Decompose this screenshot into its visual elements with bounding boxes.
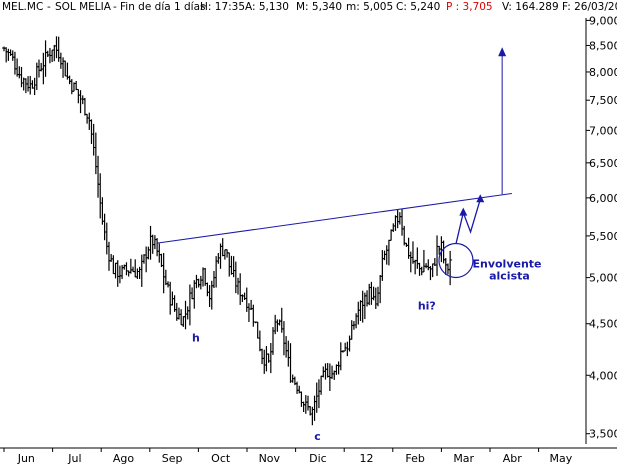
header-low: m: 5,005 bbox=[346, 1, 393, 13]
x-tick-label: Abr bbox=[503, 452, 523, 465]
zigzag-arrow-path bbox=[455, 199, 481, 245]
header-separator: - bbox=[113, 1, 117, 13]
annotation-label: c bbox=[314, 430, 321, 443]
x-tick-label: Jun bbox=[17, 452, 35, 465]
x-tick-label: Dic bbox=[309, 452, 327, 465]
engulfing-circle bbox=[438, 242, 474, 279]
x-tick-label: Nov bbox=[259, 452, 281, 465]
y-axis: 3,500 4,000 4,500 5,000 5,500 6,000 6,500 7,000… bbox=[585, 14, 617, 444]
y-tick-label: 8,500 bbox=[589, 39, 617, 52]
header-period: Fin de día 1 días bbox=[120, 1, 206, 13]
chart-drawings bbox=[157, 47, 512, 279]
target-arrow-head bbox=[498, 47, 507, 57]
price-bars bbox=[2, 36, 453, 426]
x-tick-label: Feb bbox=[405, 452, 424, 465]
annotation-label: alcista bbox=[489, 269, 530, 282]
y-tick-label: 5,500 bbox=[589, 230, 617, 243]
x-axis: Jun Jul Ago Sep Oct Nov Dic 12 Feb Mar Abr May bbox=[0, 447, 617, 465]
annotation-label: h bbox=[192, 332, 200, 345]
y-tick-label: 5,000 bbox=[589, 272, 617, 285]
x-tick-label: Oct bbox=[211, 452, 231, 465]
header-separator: - bbox=[47, 1, 51, 13]
x-tick-label: 12 bbox=[360, 452, 374, 465]
header-time: H: 17:35 bbox=[200, 1, 245, 13]
header-symbol: MEL.MC bbox=[2, 1, 43, 13]
header-close: C: 5,240 bbox=[396, 1, 440, 13]
y-tick-label: 8,000 bbox=[589, 66, 617, 79]
neckline-trendline bbox=[157, 192, 512, 244]
header-change: P : 3,705 bbox=[446, 1, 493, 13]
y-tick-label: 6,000 bbox=[589, 192, 617, 205]
y-tick-label: 3,500 bbox=[589, 428, 617, 441]
header-open: A: 5,130 bbox=[245, 1, 289, 13]
y-tick-label: 4,000 bbox=[589, 369, 617, 382]
annotation-label: hi? bbox=[418, 299, 436, 312]
header-high: M: 5,340 bbox=[296, 1, 342, 13]
zigzag-arrow-head bbox=[476, 194, 485, 203]
x-tick-label: Sep bbox=[162, 452, 183, 465]
y-tick-label: 7,500 bbox=[589, 94, 617, 107]
x-tick-label: Jul bbox=[67, 452, 81, 465]
x-tick-label: Mar bbox=[453, 452, 474, 465]
x-tick-label: May bbox=[550, 452, 573, 465]
y-tick-label: 4,500 bbox=[589, 318, 617, 331]
header-name: SOL MELIA bbox=[55, 1, 112, 13]
x-tick-label: Ago bbox=[113, 452, 135, 465]
zigzag-arrow-head bbox=[459, 207, 468, 216]
header-date: F: 26/03/20 bbox=[562, 1, 617, 13]
y-tick-label: 9,000 bbox=[589, 14, 617, 27]
y-tick-label: 7,000 bbox=[589, 124, 617, 137]
header-volume: V: 164.289 bbox=[502, 1, 559, 13]
annotation-label: Envolvente bbox=[472, 257, 541, 270]
y-tick-label: 6,500 bbox=[589, 157, 617, 170]
